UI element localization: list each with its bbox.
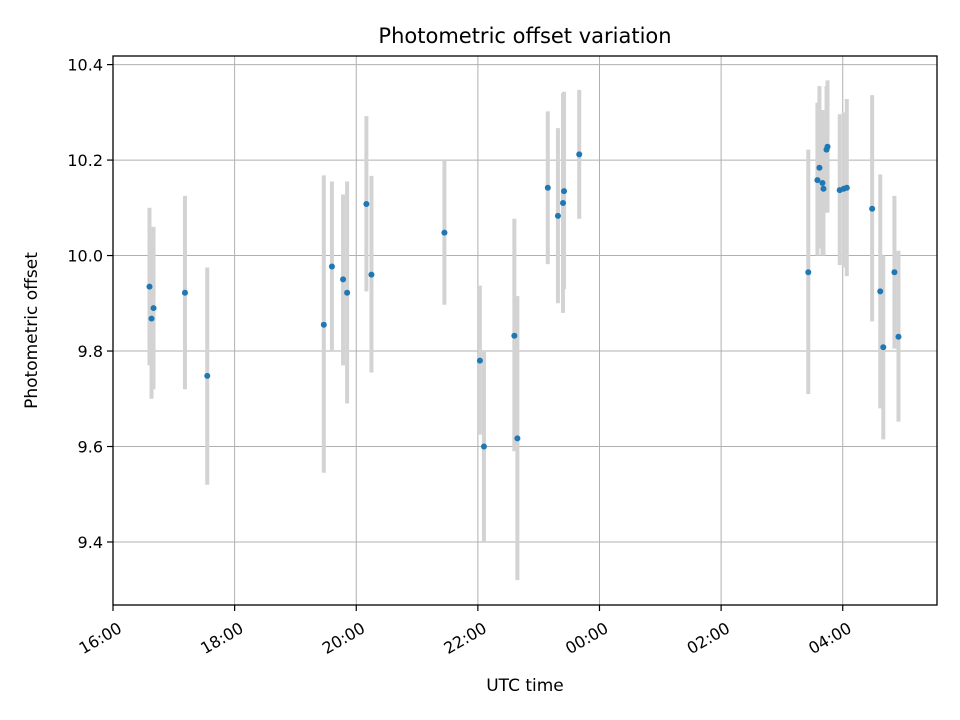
data-point [560,200,567,207]
plot-area [113,56,937,605]
axes-frame [112,55,938,606]
data-point [880,344,887,351]
data-point [148,315,155,322]
data-point [368,271,375,278]
y-tick-label: 10.4 [67,56,103,75]
data-point [891,269,898,276]
data-point [895,333,902,340]
data-point [576,151,583,158]
data-point [204,372,211,379]
data-point [824,143,831,150]
chart-title: Photometric offset variation [378,24,671,48]
data-point [877,288,884,295]
data-point [869,205,876,212]
y-axis-ticks: 9.4 9.6 9.8 10.0 10.2 10.4 [67,56,113,552]
data-point [150,305,157,312]
data-point [146,283,153,290]
y-tick-label: 10.2 [67,151,103,170]
y-tick-label: 10.0 [67,247,103,266]
data-point [544,184,551,191]
y-tick-label: 9.8 [78,342,103,361]
data-point [820,185,827,192]
x-axis-label: UTC time [486,676,564,696]
data-point [363,200,370,207]
data-point [480,443,487,450]
data-point [561,188,568,195]
data-point [819,179,826,186]
data-point [843,184,850,191]
y-tick-label: 9.6 [78,438,103,457]
data-point [320,321,327,328]
data-point [814,177,821,184]
data-point [181,289,188,296]
data-point [514,435,521,442]
data-point [805,269,812,276]
data-point [344,289,351,296]
data-point [441,229,448,236]
y-tick-label: 9.4 [78,533,103,552]
grid [112,56,937,605]
data-point [511,332,518,339]
data-points [146,143,902,450]
data-point [340,276,347,283]
data-point [476,357,483,364]
data-point [816,164,823,171]
y-axis-label: Photometric offset [22,252,42,409]
data-point [554,212,561,219]
data-point [328,263,335,270]
